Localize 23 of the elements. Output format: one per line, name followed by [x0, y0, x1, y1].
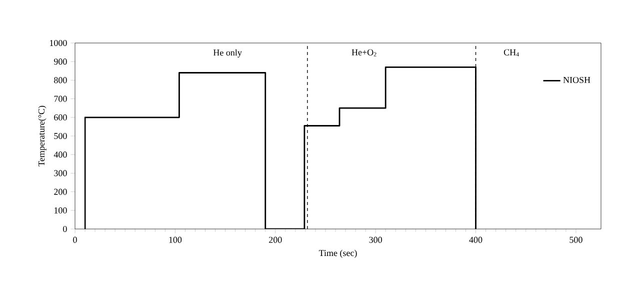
y-tick-label: 200: [54, 188, 67, 195]
y-tick-label: 600: [54, 114, 67, 120]
y-axis-title: Temperature(°C): [38, 106, 46, 166]
y-tick-label: 300: [54, 170, 67, 176]
y-tick-label: 1000: [50, 40, 67, 46]
x-tick-label: 300: [369, 236, 382, 243]
x-axis-title: Time (sec): [318, 250, 357, 258]
x-tick-label: 0: [73, 236, 77, 243]
legend-label: NIOSH: [563, 76, 590, 84]
y-tick-label: 500: [54, 132, 67, 140]
y-tick-label: 100: [54, 207, 67, 214]
x-tick-label: 400: [469, 236, 482, 243]
annotation: He only: [213, 49, 242, 58]
y-tick-label: 0: [63, 226, 67, 232]
x-tick-label: 500: [570, 236, 582, 243]
annotation: He+O$_{2}$: [352, 49, 376, 56]
x-tick-label: 100: [169, 236, 182, 243]
y-tick-label: 800: [54, 77, 67, 84]
x-tick-label: 200: [269, 236, 282, 243]
y-tick-label: 700: [54, 96, 67, 102]
y-tick-label: 900: [54, 58, 67, 65]
annotation: CH$_{4}$: [504, 49, 519, 56]
y-tick-label: 400: [54, 152, 67, 158]
